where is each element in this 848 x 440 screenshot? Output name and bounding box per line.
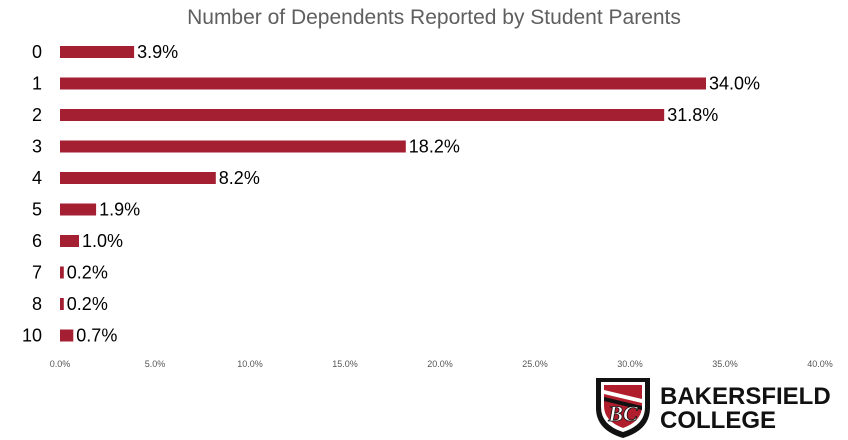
bar-5 bbox=[60, 203, 97, 216]
category-label-0: 0 bbox=[32, 42, 42, 62]
data-label-7: 0.2% bbox=[67, 263, 108, 283]
logo-monogram: BC bbox=[607, 401, 638, 426]
data-label-0: 3.9% bbox=[137, 42, 178, 62]
data-label-4: 8.2% bbox=[219, 168, 260, 188]
x-tick-label: 15.0% bbox=[332, 359, 358, 369]
x-tick-label: 5.0% bbox=[145, 359, 166, 369]
category-label-6: 6 bbox=[32, 231, 42, 251]
category-label-5: 5 bbox=[32, 200, 42, 220]
data-label-6: 1.0% bbox=[82, 231, 123, 251]
data-label-5: 1.9% bbox=[99, 200, 140, 220]
data-label-8: 0.2% bbox=[67, 294, 108, 314]
x-tick-label: 20.0% bbox=[427, 359, 453, 369]
data-label-3: 18.2% bbox=[409, 137, 460, 157]
x-tick-label: 0.0% bbox=[50, 359, 71, 369]
category-label-10: 10 bbox=[22, 326, 42, 346]
bar-0 bbox=[60, 46, 135, 58]
bar-3 bbox=[60, 140, 406, 153]
category-labels-group: 0 1 2 3 4 5 6 7 8 10 bbox=[22, 42, 42, 346]
logo-line1: BAKERSFIELD bbox=[660, 383, 831, 410]
bar-8 bbox=[60, 298, 64, 310]
x-tick-label: 30.0% bbox=[617, 359, 643, 369]
bar-6 bbox=[60, 235, 79, 247]
category-label-3: 3 bbox=[32, 137, 42, 157]
bar-7 bbox=[60, 266, 64, 279]
bakersfield-college-logo: BC BAKERSFIELD COLLEGE bbox=[596, 378, 831, 438]
bar-2 bbox=[60, 109, 665, 121]
category-label-4: 4 bbox=[32, 168, 42, 188]
bars-group bbox=[60, 46, 706, 342]
chart-title: Number of Dependents Reported by Student… bbox=[187, 6, 681, 29]
x-tick-labels-group: 0.0% 5.0% 10.0% 15.0% 20.0% 25.0% 30.0% 35.0% 40… bbox=[50, 359, 833, 369]
logo-line2: COLLEGE bbox=[660, 407, 776, 434]
data-label-2: 31.8% bbox=[667, 105, 718, 125]
bar-1 bbox=[60, 77, 706, 90]
category-label-7: 7 bbox=[32, 263, 42, 283]
x-tick-label: 35.0% bbox=[712, 359, 738, 369]
category-label-2: 2 bbox=[32, 105, 42, 125]
data-label-10: 0.7% bbox=[76, 326, 117, 346]
shield-icon bbox=[596, 378, 650, 438]
x-tick-label: 40.0% bbox=[807, 359, 833, 369]
bar-4 bbox=[60, 172, 216, 184]
category-label-8: 8 bbox=[32, 294, 42, 314]
data-labels-group: 3.9% 34.0% 31.8% 18.2% 8.2% 1.9% 1.0% 0.2% 0.2% 0… bbox=[67, 42, 760, 346]
x-tick-label: 10.0% bbox=[237, 359, 263, 369]
data-label-1: 34.0% bbox=[709, 74, 760, 94]
bar-10 bbox=[60, 329, 74, 342]
category-label-1: 1 bbox=[32, 74, 42, 94]
x-tick-label: 25.0% bbox=[522, 359, 548, 369]
